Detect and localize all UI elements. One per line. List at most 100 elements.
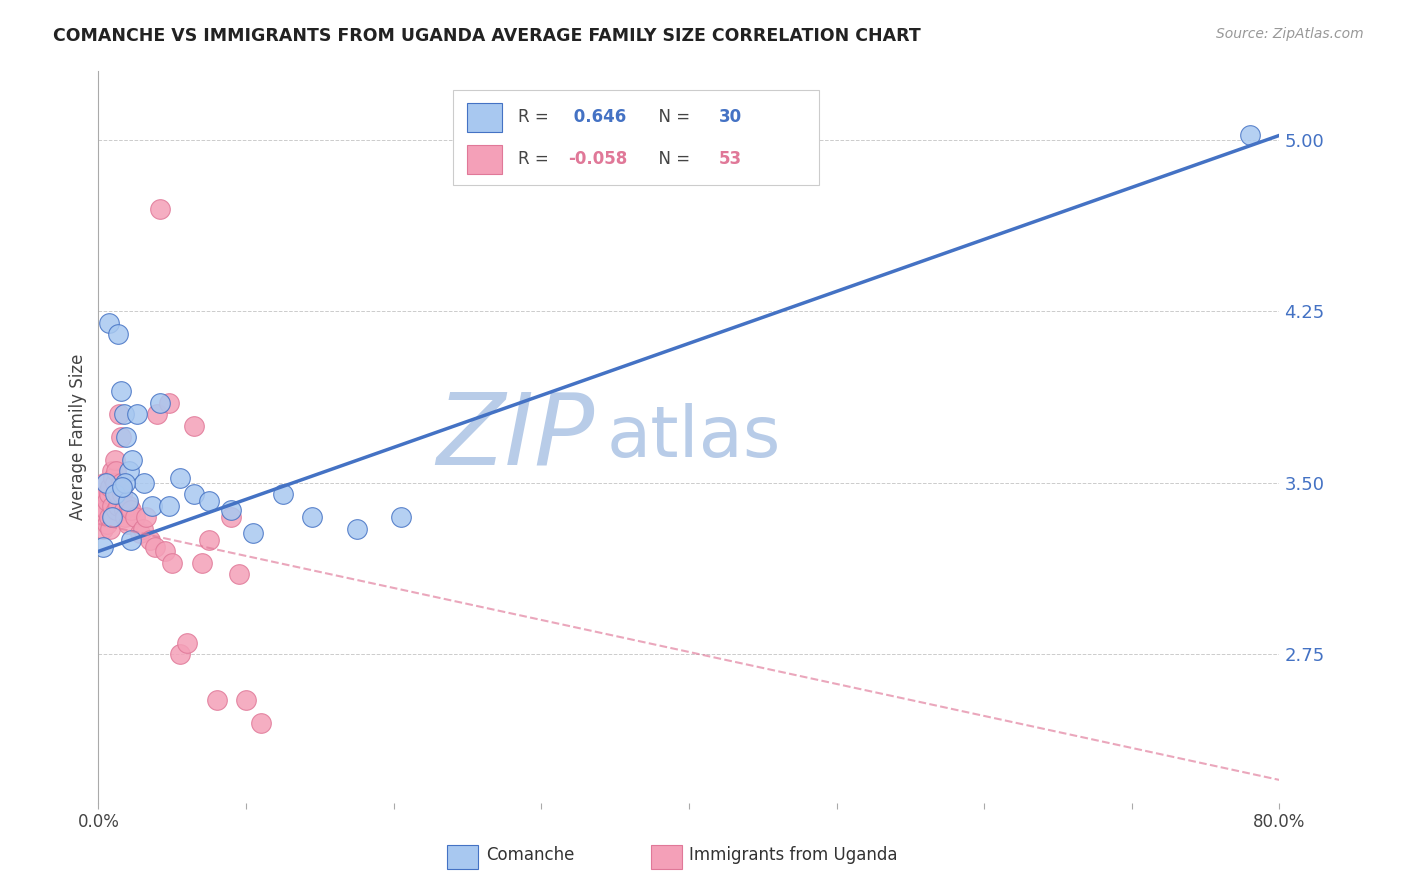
Text: Comanche: Comanche bbox=[486, 847, 574, 864]
Point bbox=[105, 464, 128, 478]
Text: COMANCHE VS IMMIGRANTS FROM UGANDA AVERAGE FAMILY SIZE CORRELATION CHART: COMANCHE VS IMMIGRANTS FROM UGANDA AVERA… bbox=[53, 27, 921, 45]
FancyBboxPatch shape bbox=[467, 145, 502, 174]
Point bbox=[104, 475, 127, 490]
Point bbox=[198, 494, 221, 508]
Point bbox=[100, 464, 122, 478]
Point bbox=[98, 480, 121, 494]
Point bbox=[110, 384, 132, 399]
Point bbox=[176, 636, 198, 650]
Point bbox=[157, 499, 180, 513]
Point bbox=[124, 510, 146, 524]
Point bbox=[146, 407, 169, 421]
Text: -0.058: -0.058 bbox=[568, 150, 627, 168]
Point bbox=[118, 464, 141, 478]
Point bbox=[205, 693, 228, 707]
Text: ZIP: ZIP bbox=[436, 389, 595, 485]
Point bbox=[94, 475, 117, 490]
Point bbox=[103, 510, 125, 524]
Point bbox=[96, 494, 118, 508]
Point bbox=[110, 475, 132, 490]
Point bbox=[117, 494, 139, 508]
Point bbox=[114, 510, 136, 524]
Text: N =: N = bbox=[648, 109, 695, 127]
Point bbox=[97, 510, 120, 524]
Point bbox=[118, 499, 141, 513]
Point bbox=[104, 453, 127, 467]
Text: R =: R = bbox=[517, 150, 554, 168]
Point bbox=[346, 521, 368, 535]
Point bbox=[117, 516, 139, 531]
Point bbox=[235, 693, 257, 707]
Point bbox=[110, 430, 132, 444]
Point bbox=[143, 540, 166, 554]
Point bbox=[91, 540, 114, 554]
Point bbox=[120, 533, 142, 547]
Point bbox=[183, 418, 205, 433]
Point bbox=[271, 487, 294, 501]
Point bbox=[135, 510, 157, 524]
Point bbox=[90, 494, 112, 508]
Point bbox=[104, 487, 127, 501]
Point bbox=[149, 396, 172, 410]
Point bbox=[111, 480, 134, 494]
Point bbox=[221, 510, 243, 524]
Point bbox=[97, 316, 120, 330]
Text: Immigrants from Uganda: Immigrants from Uganda bbox=[689, 847, 897, 864]
Text: atlas: atlas bbox=[606, 402, 780, 472]
Point bbox=[96, 516, 118, 531]
Point bbox=[1239, 128, 1261, 143]
Point bbox=[98, 521, 121, 535]
Point bbox=[169, 647, 191, 661]
FancyBboxPatch shape bbox=[651, 846, 682, 869]
Point bbox=[242, 526, 264, 541]
Point bbox=[183, 487, 205, 501]
FancyBboxPatch shape bbox=[467, 103, 502, 132]
Point bbox=[169, 471, 191, 485]
Point bbox=[153, 544, 176, 558]
Point bbox=[100, 499, 122, 513]
Text: R =: R = bbox=[517, 109, 554, 127]
Point bbox=[121, 453, 143, 467]
FancyBboxPatch shape bbox=[447, 846, 478, 869]
Point bbox=[134, 475, 156, 490]
Point bbox=[107, 487, 129, 501]
Point bbox=[125, 407, 148, 421]
Point bbox=[115, 430, 138, 444]
Point bbox=[114, 475, 136, 490]
Text: 53: 53 bbox=[718, 150, 741, 168]
Point bbox=[162, 556, 183, 570]
Point bbox=[228, 567, 250, 582]
Point bbox=[149, 202, 172, 216]
Point bbox=[93, 475, 115, 490]
Point bbox=[94, 503, 117, 517]
Point bbox=[108, 407, 131, 421]
Text: 0.646: 0.646 bbox=[568, 109, 627, 127]
Point bbox=[250, 715, 273, 730]
Point bbox=[103, 471, 125, 485]
Point bbox=[105, 503, 128, 517]
Y-axis label: Average Family Size: Average Family Size bbox=[69, 354, 87, 520]
Point bbox=[141, 499, 163, 513]
Point bbox=[107, 327, 129, 342]
Text: N =: N = bbox=[648, 150, 695, 168]
Point bbox=[389, 510, 412, 524]
Point bbox=[100, 510, 122, 524]
Point bbox=[139, 533, 162, 547]
Point bbox=[120, 503, 142, 517]
Point bbox=[132, 521, 155, 535]
FancyBboxPatch shape bbox=[453, 90, 818, 185]
Point bbox=[191, 556, 214, 570]
Text: Source: ZipAtlas.com: Source: ZipAtlas.com bbox=[1216, 27, 1364, 41]
Point bbox=[157, 396, 180, 410]
Point bbox=[301, 510, 323, 524]
Point bbox=[112, 407, 135, 421]
Point bbox=[91, 510, 114, 524]
Point bbox=[111, 487, 134, 501]
Point bbox=[94, 487, 117, 501]
Point bbox=[198, 533, 221, 547]
Point bbox=[89, 503, 111, 517]
Point bbox=[221, 503, 243, 517]
Text: 30: 30 bbox=[718, 109, 741, 127]
Point bbox=[91, 521, 114, 535]
Point bbox=[128, 526, 150, 541]
